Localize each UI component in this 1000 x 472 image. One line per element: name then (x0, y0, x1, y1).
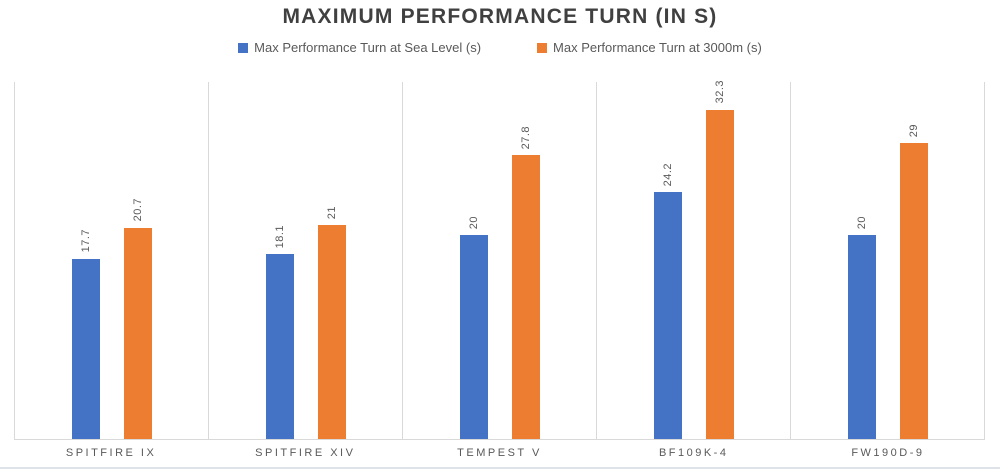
bar-column: 20 (847, 215, 876, 439)
legend: Max Performance Turn at Sea Level (s) Ma… (0, 40, 1000, 55)
bar-column: 20.7 (123, 198, 152, 439)
bottom-divider (0, 467, 1000, 469)
category-group: 20 27.8 (402, 82, 596, 439)
data-label: 20 (467, 215, 480, 229)
bar (71, 258, 100, 439)
bar (317, 224, 346, 439)
data-label: 20 (855, 215, 868, 229)
bar (653, 192, 682, 439)
bar-column: 27.8 (511, 125, 540, 439)
bar-column: 29 (899, 123, 928, 439)
bar-column: 20 (459, 215, 488, 439)
category-label: FW190D-9 (851, 447, 925, 459)
bar (511, 155, 540, 439)
bar-column: 32.3 (705, 80, 734, 439)
bar (899, 143, 928, 439)
plot-area: 17.7 20.7 18.1 21 20 27.8 24.2 32.3 20 29 (14, 80, 985, 440)
category-group: 20 29 (790, 82, 985, 439)
legend-swatch-orange-icon (537, 42, 548, 53)
data-label: 32.3 (713, 80, 726, 104)
data-label: 21 (325, 205, 338, 219)
data-label: 18.1 (273, 224, 286, 249)
bar-column: 17.7 (71, 229, 100, 439)
data-label: 29 (907, 123, 920, 138)
category-label: BF109K-4 (658, 447, 729, 459)
chart-title: MAXIMUM PERFORMANCE TURN (IN S) (282, 5, 718, 28)
legend-label-sea-level: Max Performance Turn at Sea Level (s) (254, 40, 482, 55)
data-label: 24.2 (661, 162, 674, 187)
data-label: 27.8 (519, 125, 532, 150)
bar-column: 24.2 (653, 162, 682, 439)
category-group: 17.7 20.7 (14, 82, 208, 439)
category-label: TEMPEST V (457, 447, 542, 459)
bar (265, 254, 294, 439)
legend-item-sea-level: Max Performance Turn at Sea Level (s) (238, 40, 481, 55)
category-axis: SPITFIRE IX SPITFIRE XIV TEMPEST V BF109K-4… (14, 447, 985, 459)
category-label: SPITFIRE XIV (255, 447, 356, 459)
bar-column: 18.1 (265, 224, 294, 439)
category-group: 18.1 21 (208, 82, 402, 439)
bar (459, 235, 488, 439)
legend-swatch-blue-icon (238, 42, 249, 53)
data-label: 20.7 (131, 198, 144, 222)
legend-label-3000m: Max Performance Turn at 3000m (s) (553, 40, 762, 55)
bar (847, 235, 876, 439)
bar (123, 227, 152, 439)
data-label: 17.7 (79, 229, 92, 253)
legend-item-3000m: Max Performance Turn at 3000m (s) (537, 40, 762, 55)
bar (705, 109, 734, 439)
category-group: 24.2 32.3 (596, 80, 790, 439)
bar-column: 21 (317, 205, 346, 439)
category-label: SPITFIRE IX (65, 447, 157, 459)
